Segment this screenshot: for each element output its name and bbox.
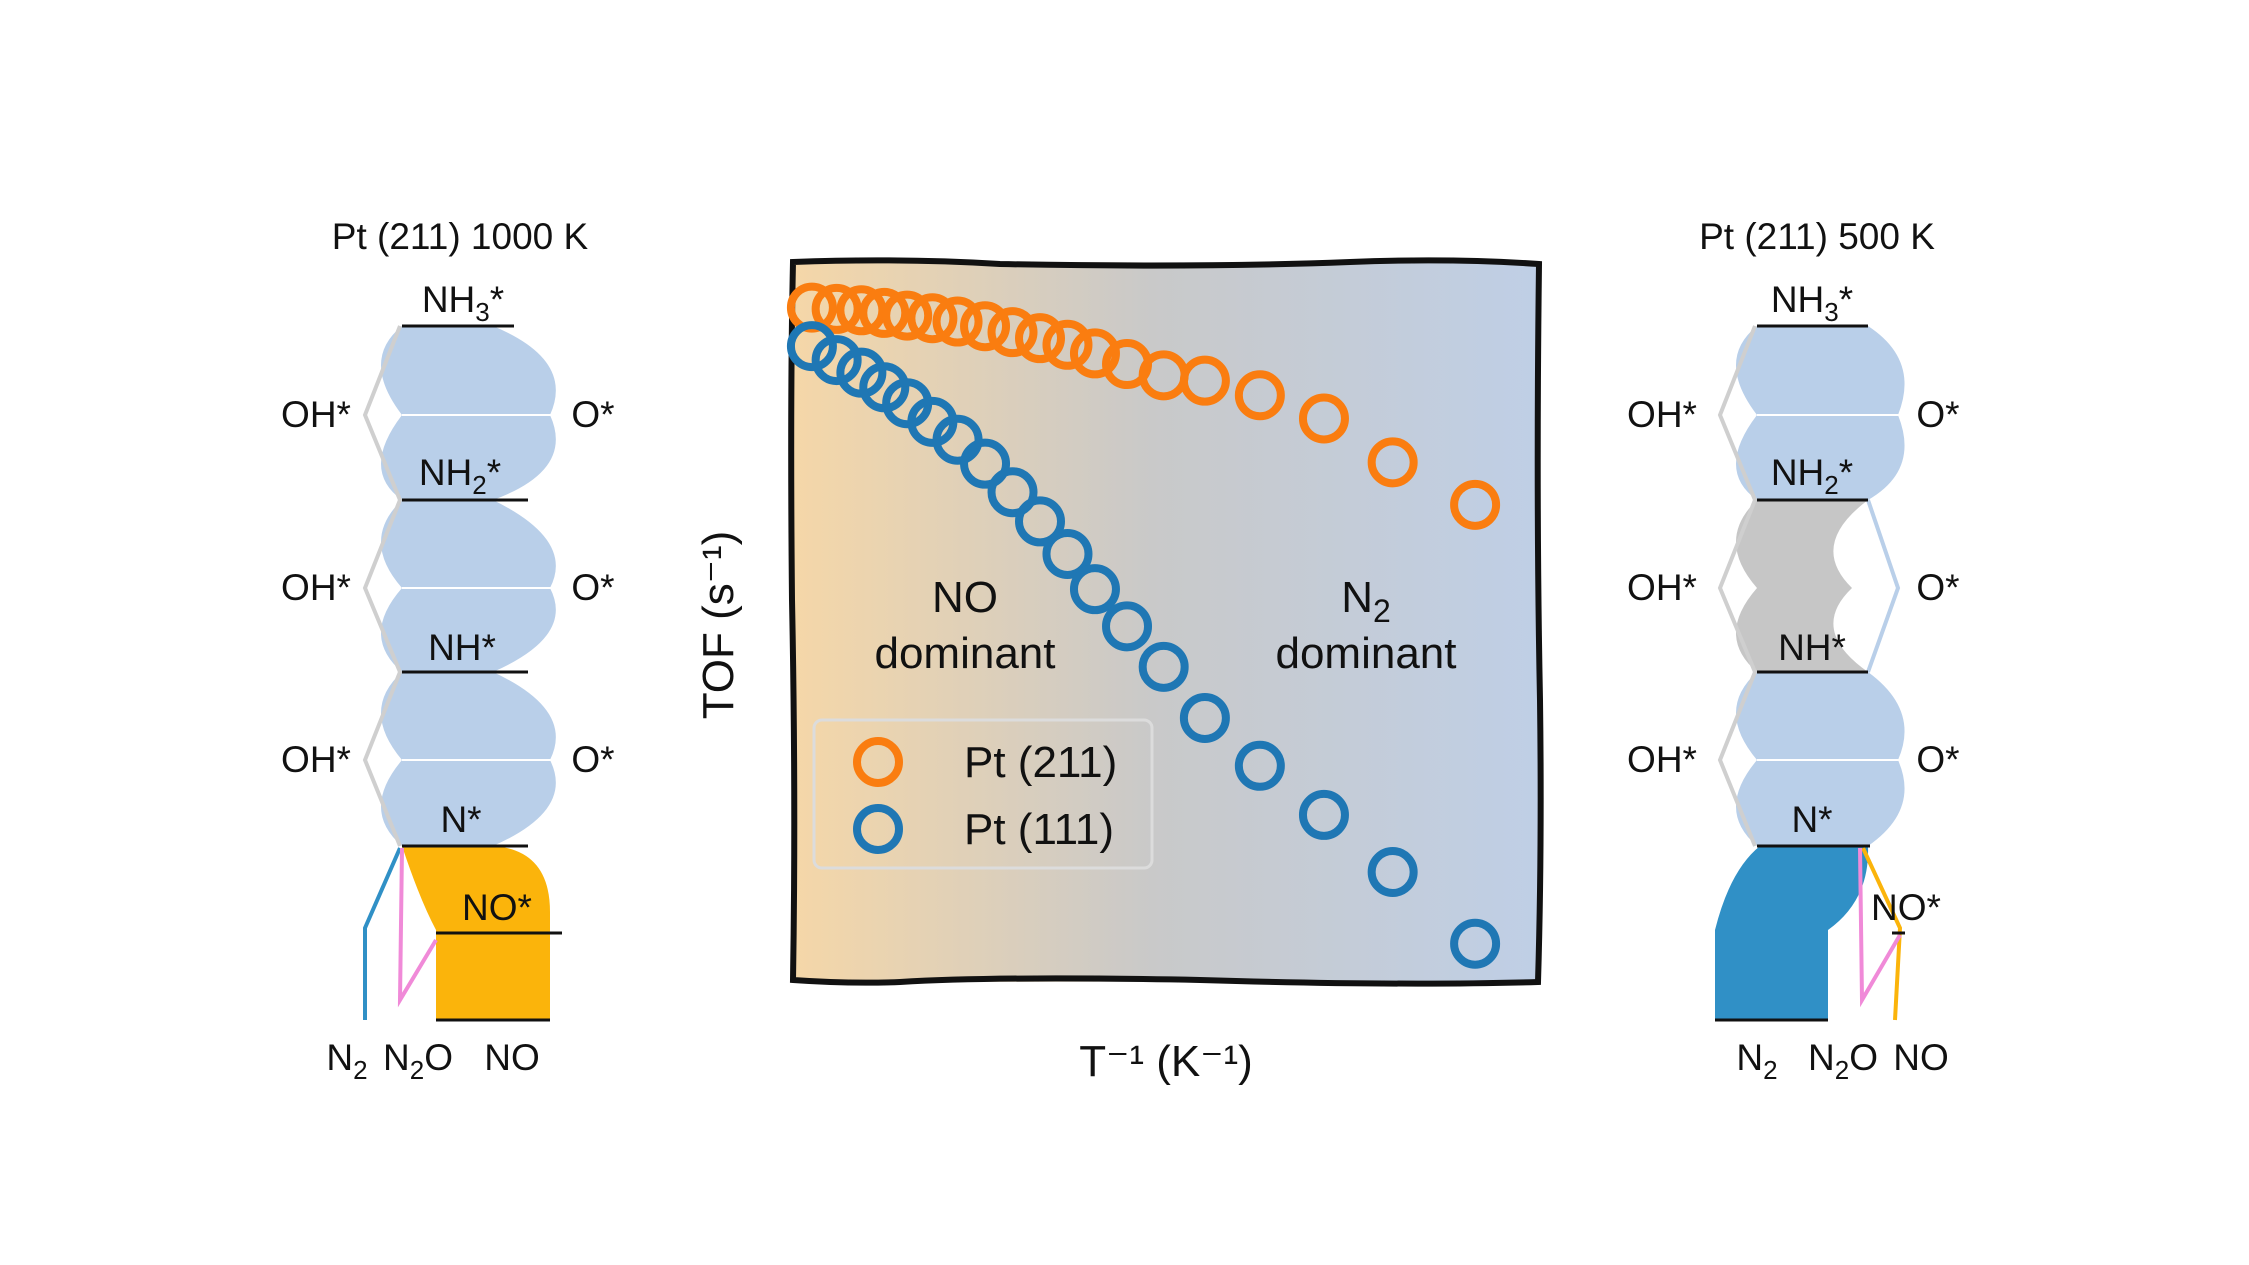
data-point-pt211 (1298, 393, 1349, 444)
data-point-pt111 (1179, 692, 1230, 743)
right-oh-3: OH* (1627, 739, 1697, 780)
left-oh-2: OH* (281, 567, 351, 608)
legend-label-pt211: Pt (211) (964, 738, 1117, 787)
left-label-no: NO* (462, 887, 532, 928)
right-flux-diagram: Pt (211) 500 K NH3* NH2* NH* N* NO* OH* … (1627, 216, 1960, 1085)
plot-background (793, 262, 1539, 982)
data-point-pt211 (859, 287, 910, 338)
data-point-pt111 (1102, 601, 1153, 652)
left-oh-path (362, 325, 403, 847)
left-label-nh: NH* (428, 627, 496, 668)
left-product-n2: N2 (326, 1037, 367, 1085)
left-oh-1: OH* (281, 394, 351, 435)
right-label-nh3: NH3* (1771, 279, 1853, 327)
data-point-pt111 (1367, 847, 1418, 898)
legend-box (812, 718, 1154, 870)
left-panel-title: Pt (211) 1000 K (332, 216, 589, 257)
data-point-pt211 (836, 285, 887, 336)
tof-plot: NO dominant N2 dominant Pt (211) Pt (111… (694, 257, 1544, 1086)
left-oh-3: OH* (281, 739, 351, 780)
data-point-pt211 (1015, 313, 1065, 364)
data-point-pt111 (1450, 918, 1501, 969)
right-no-path (1861, 847, 1903, 1021)
left-flux-nh3-nh2 (381, 326, 556, 500)
right-label-n: N* (1791, 799, 1832, 840)
data-point-pt211 (960, 301, 1011, 352)
right-flux-nh2-nh (1736, 500, 1868, 672)
left-flux-nh2-nh (381, 500, 556, 672)
right-n2o-path (1858, 847, 1902, 1008)
left-product-no: NO (484, 1037, 540, 1078)
data-point-pt111 (811, 335, 862, 386)
right-oh-1: OH* (1627, 394, 1697, 435)
data-point-pt211 (1042, 319, 1093, 370)
data-point-pt111 (1069, 564, 1120, 615)
legend-marker-pt111 (853, 804, 903, 854)
left-o-1: O* (571, 394, 614, 435)
data-point-pt211 (1179, 355, 1230, 406)
data-point-pt211 (811, 283, 862, 334)
right-product-n2o: N2O (1808, 1037, 1878, 1085)
region-n2-line1: N2 (1341, 573, 1391, 629)
right-product-n2: N2 (1736, 1037, 1777, 1085)
plot-frame (788, 257, 1544, 987)
data-point-pt211 (1234, 370, 1285, 421)
right-o-3: O* (1916, 739, 1959, 780)
y-axis-label: TOF (s⁻¹) (694, 531, 743, 720)
data-point-pt211 (882, 290, 933, 341)
left-product-n2o: N2O (383, 1037, 453, 1085)
right-flux-n2 (1715, 846, 1869, 1020)
right-label-no: NO* (1871, 887, 1941, 928)
left-label-nh2: NH2* (419, 452, 501, 500)
data-point-pt111 (960, 438, 1011, 489)
left-o-3: O* (571, 739, 614, 780)
data-point-pt111 (1015, 496, 1065, 547)
legend-label-pt111: Pt (111) (964, 805, 1114, 854)
right-product-no: NO (1893, 1037, 1949, 1078)
right-oh-path (1717, 325, 1758, 847)
data-point-pt111 (1298, 789, 1349, 840)
data-point-pt211 (1450, 479, 1501, 530)
right-panel-title: Pt (211) 500 K (1699, 216, 1935, 257)
right-label-nh2: NH2* (1771, 452, 1853, 500)
chart-marks (786, 282, 1501, 969)
data-point-pt111 (987, 467, 1038, 518)
right-flux-nh3-nh2 (1736, 326, 1905, 500)
right-o-1: O* (1916, 394, 1959, 435)
data-point-pt211 (907, 293, 958, 344)
region-no-line2: dominant (874, 629, 1055, 678)
data-point-pt111 (1042, 528, 1093, 579)
data-point-pt111 (1234, 740, 1285, 791)
data-point-pt111 (786, 321, 837, 372)
left-n2o-path (397, 847, 438, 1008)
right-oh-2: OH* (1627, 567, 1697, 608)
data-point-pt211 (1069, 328, 1120, 379)
left-o-2: O* (571, 567, 614, 608)
legend: Pt (211) Pt (111) (812, 718, 1154, 870)
region-no-line1: NO (932, 573, 998, 622)
left-n2-path (363, 847, 402, 1020)
data-point-pt211 (1367, 437, 1418, 488)
right-o-path (1866, 499, 1901, 673)
data-point-pt211 (987, 307, 1038, 358)
left-label-n: N* (440, 799, 481, 840)
left-flux-diagram: Pt (211) 1000 K NH3* NH2* NH* N* NO* OH*… (281, 216, 615, 1085)
legend-marker-pt211 (853, 737, 903, 787)
data-point-pt211 (932, 296, 983, 347)
right-label-nh: NH* (1778, 627, 1846, 668)
region-n2-line2: dominant (1275, 629, 1456, 678)
data-point-pt111 (1138, 641, 1189, 692)
left-label-nh3: NH3* (422, 279, 504, 327)
right-o-2: O* (1916, 567, 1959, 608)
x-axis-label: T⁻¹ (K⁻¹) (1079, 1037, 1253, 1086)
